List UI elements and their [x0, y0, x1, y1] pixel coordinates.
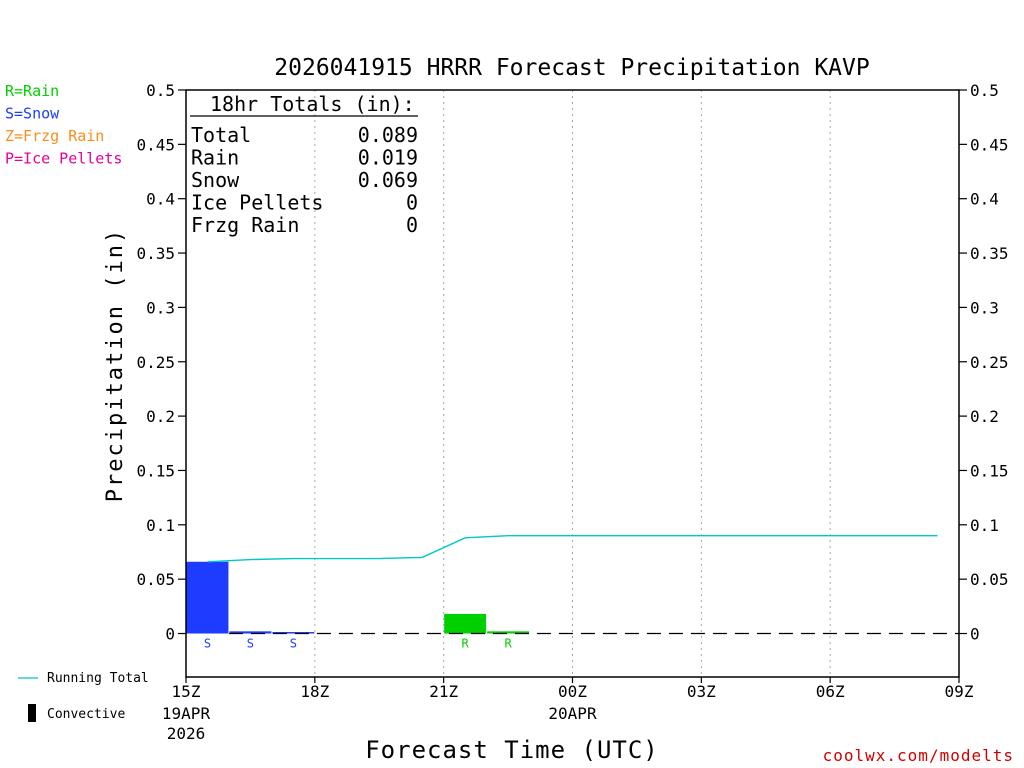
x-tick-date-label: 19APR: [162, 704, 211, 723]
totals-row-label: Total: [191, 123, 251, 147]
totals-row-label: Snow: [191, 168, 240, 192]
legend-item: P=Ice Pellets: [5, 150, 122, 168]
y-tick-label-right: 0.5: [970, 81, 999, 100]
totals-row-value: 0: [406, 191, 418, 215]
legend-item: R=Rain: [5, 82, 59, 100]
totals-row-label: Frzg Rain: [191, 213, 299, 237]
totals-table: 18hr Totals (in): Total 0.089 Rain 0.019 Sno…: [190, 92, 418, 237]
vertical-gridlines: [314, 90, 831, 677]
totals-rows: Total 0.089 Rain 0.019 Snow 0.069 Ice Pellets 0…: [191, 123, 418, 237]
bar-type-label: R: [504, 637, 512, 651]
y-tick-label-right: 0.3: [970, 298, 999, 317]
bar-type-label: S: [290, 637, 297, 651]
totals-row-label: Rain: [191, 146, 239, 170]
x-tick-date-label: 20APR: [548, 704, 597, 723]
convective-key-label: Convective: [47, 707, 125, 722]
y-tick-label-right: 0: [970, 625, 980, 644]
y-tick-label-right: 0.25: [970, 353, 1009, 372]
running-total-line: [207, 534, 938, 563]
x-tick-label: 21Z: [429, 682, 458, 701]
precip-bar: [229, 631, 272, 634]
precip-bar: [272, 632, 315, 634]
y-tick-label-right: 0.2: [970, 407, 999, 426]
y-tick-label-right: 0.05: [970, 570, 1009, 589]
x-axis-title: Forecast Time (UTC): [365, 736, 659, 764]
convective-key: Convective: [28, 704, 125, 722]
precip-type-legend: R=Rain S=Snow Z=Frzg Rain P=Ice Pellets: [5, 82, 122, 168]
running-total-key: Running Total: [18, 671, 149, 686]
running-total-key-label: Running Total: [47, 671, 149, 686]
running-total-series: [207, 534, 938, 563]
y-tick-label-left: 0.25: [136, 353, 175, 372]
y-tick-label-right: 0.15: [970, 461, 1009, 480]
y-axis-title: Precipitation (in): [103, 228, 128, 502]
y-tick-label-left: 0.45: [136, 135, 175, 154]
x-tick-label: 09Z: [945, 682, 974, 701]
y-tick-label-right: 0.1: [970, 516, 999, 535]
chart-title: 2026041915 HRRR Forecast Precipitation K…: [274, 55, 869, 81]
bar-type-label: S: [247, 637, 254, 651]
totals-row-value: 0.069: [358, 168, 418, 192]
y-tick-label-left: 0.05: [136, 570, 175, 589]
y-axis-left: 0 0.05 0.1 0.15 0.2 0.25 0.3 0.35 0.4 0.45 0.5: [136, 81, 186, 644]
legend-item: Z=Frzg Rain: [5, 127, 104, 145]
y-tick-label-left: 0.2: [146, 407, 175, 426]
bar-type-label: S: [204, 637, 211, 651]
x-tick-label: 03Z: [687, 682, 716, 701]
convective-key-swatch: [28, 704, 36, 722]
x-tick-label: 00Z: [558, 682, 587, 701]
x-tick-date-label: 2026: [167, 724, 206, 743]
totals-header: 18hr Totals (in):: [210, 92, 415, 116]
credit-text: coolwx.com/modelts: [823, 746, 1014, 765]
y-tick-label-left: 0.15: [136, 461, 175, 480]
y-tick-label-right: 0.45: [970, 135, 1009, 154]
x-tick-label: 15Z: [172, 682, 201, 701]
y-tick-label-left: 0.5: [146, 81, 175, 100]
y-tick-label-left: 0: [165, 625, 175, 644]
precip-bar: [186, 561, 229, 634]
precip-bar: [487, 631, 530, 634]
legend-item: S=Snow: [5, 105, 60, 123]
totals-row-value: 0.089: [358, 123, 418, 147]
y-tick-label-right: 0.4: [970, 190, 999, 209]
precip-bar: [444, 613, 487, 634]
y-axis-right: 0 0.05 0.1 0.15 0.2 0.25 0.3 0.35 0.4 0.45 0.5: [959, 81, 1009, 644]
y-tick-label-left: 0.1: [146, 516, 175, 535]
y-tick-label-left: 0.4: [146, 190, 175, 209]
totals-row-value: 0: [406, 213, 418, 237]
totals-row-label: Ice Pellets: [191, 191, 323, 215]
totals-row-value: 0.019: [358, 146, 418, 170]
x-tick-label: 18Z: [300, 682, 329, 701]
y-tick-label-right: 0.35: [970, 244, 1009, 263]
y-tick-label-left: 0.35: [136, 244, 175, 263]
bar-type-label: R: [462, 637, 470, 651]
y-tick-label-left: 0.3: [146, 298, 175, 317]
x-tick-label: 06Z: [816, 682, 845, 701]
